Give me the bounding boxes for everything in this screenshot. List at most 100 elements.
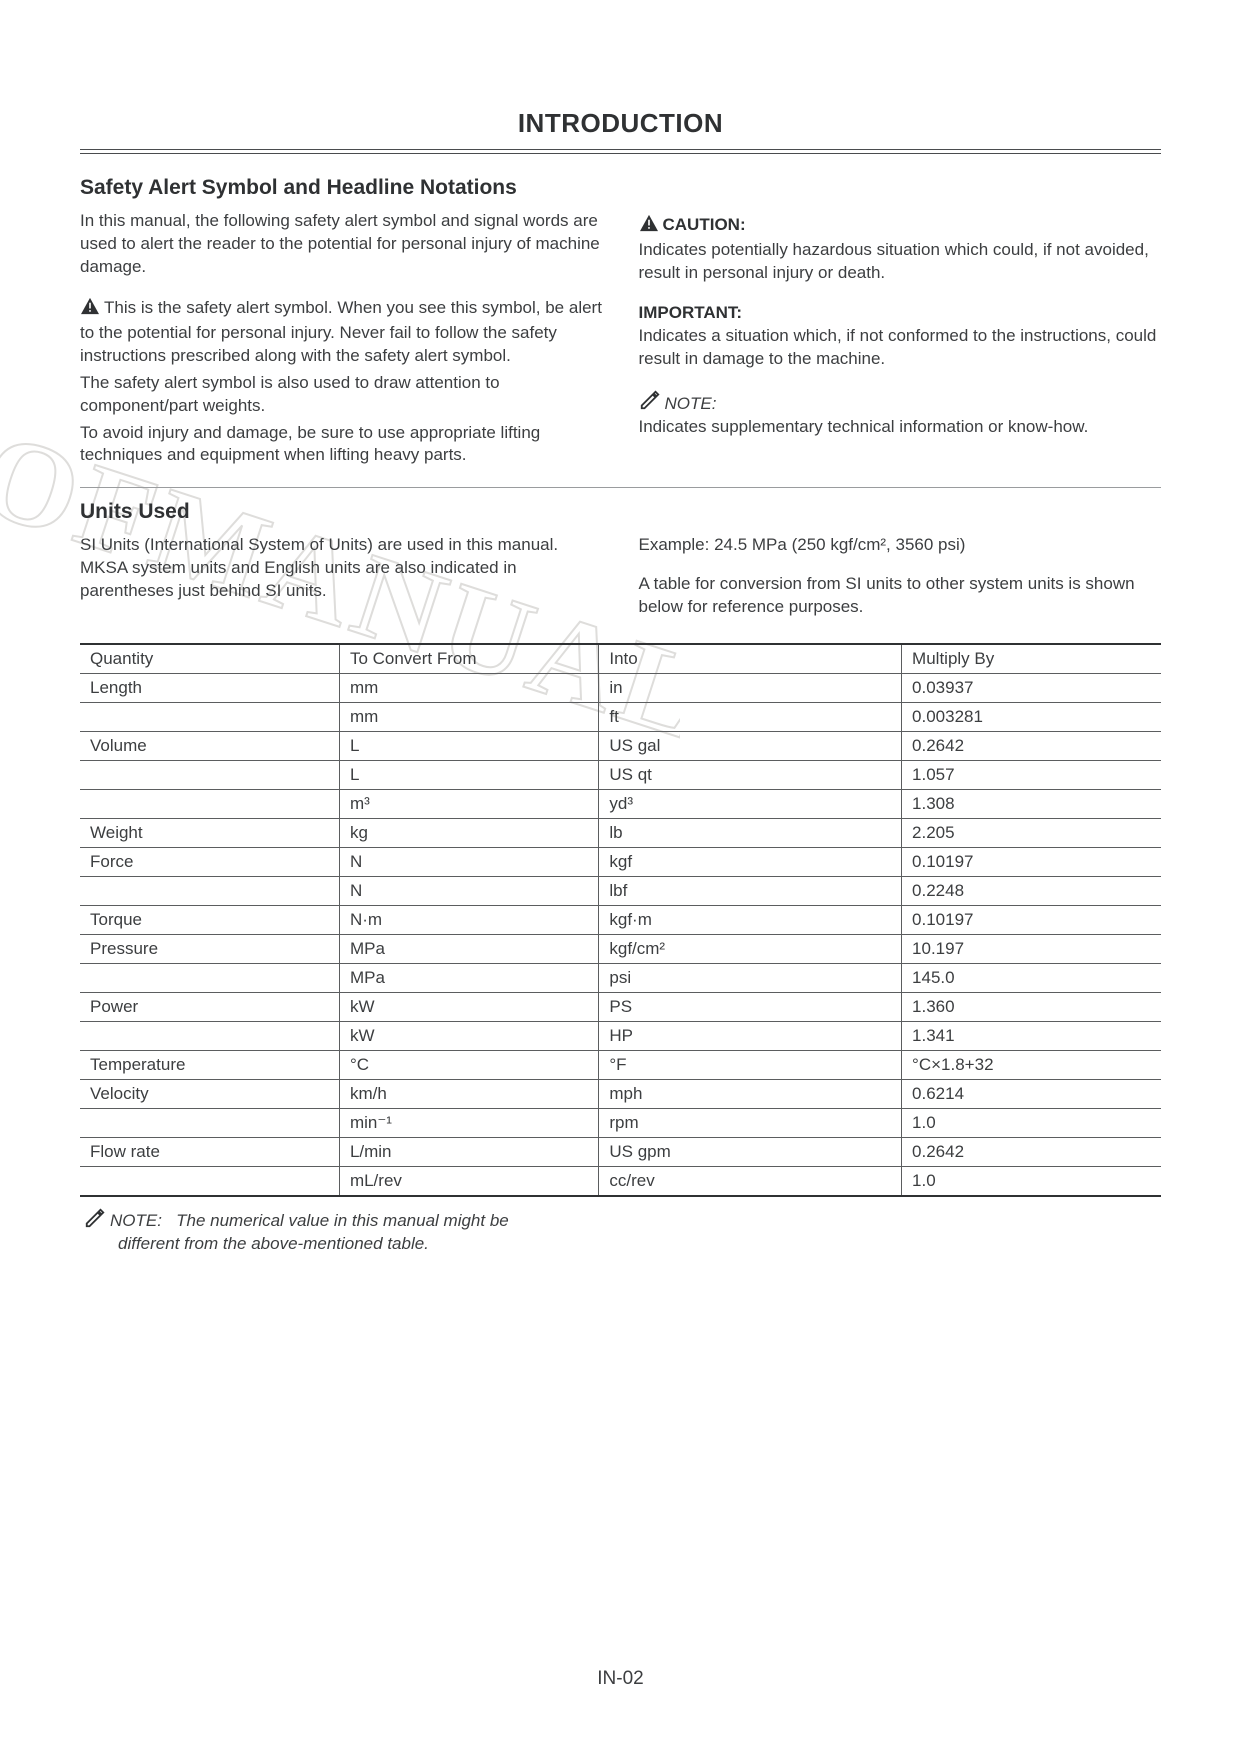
cell-into: US gal bbox=[599, 732, 902, 761]
cell-from: MPa bbox=[339, 964, 598, 993]
cell-from: L/min bbox=[339, 1138, 598, 1167]
cell-multiply: 0.2248 bbox=[902, 877, 1161, 906]
cell-into: rpm bbox=[599, 1109, 902, 1138]
cell-multiply: 1.360 bbox=[902, 993, 1161, 1022]
cell-multiply: 0.003281 bbox=[902, 703, 1161, 732]
title-rule bbox=[80, 149, 1161, 154]
page-number: IN-02 bbox=[0, 1668, 1241, 1690]
cell-into: lbf bbox=[599, 877, 902, 906]
units-right-body: A table for conversion from SI units to … bbox=[639, 573, 1162, 619]
table-row: LUS qt1.057 bbox=[80, 761, 1161, 790]
section-safety-heading: Safety Alert Symbol and Headline Notatio… bbox=[80, 176, 1161, 200]
cell-into: yd³ bbox=[599, 790, 902, 819]
safety-intro: In this manual, the following safety ale… bbox=[80, 210, 603, 279]
cell-multiply: 0.10197 bbox=[902, 848, 1161, 877]
caution-body: Indicates potentially hazardous situatio… bbox=[639, 239, 1162, 285]
page-title: INTRODUCTION bbox=[80, 108, 1161, 149]
cell-multiply: 0.2642 bbox=[902, 732, 1161, 761]
table-row: Flow rateL/minUS gpm0.2642 bbox=[80, 1138, 1161, 1167]
cell-from: mL/rev bbox=[339, 1167, 598, 1197]
th-from: To Convert From bbox=[339, 644, 598, 674]
cell-multiply: 1.308 bbox=[902, 790, 1161, 819]
alert-triangle-icon bbox=[639, 214, 659, 237]
table-row: min⁻¹rpm1.0 bbox=[80, 1109, 1161, 1138]
note-body: Indicates supplementary technical inform… bbox=[639, 416, 1162, 439]
cell-into: PS bbox=[599, 993, 902, 1022]
table-row: TorqueN·mkgf·m0.10197 bbox=[80, 906, 1161, 935]
caution-heading: CAUTION: bbox=[639, 214, 1162, 237]
th-quantity: Quantity bbox=[80, 644, 339, 674]
cell-multiply: 0.10197 bbox=[902, 906, 1161, 935]
cell-into: cc/rev bbox=[599, 1167, 902, 1197]
table-row: MPapsi145.0 bbox=[80, 964, 1161, 993]
cell-quantity bbox=[80, 1167, 339, 1197]
cell-from: kW bbox=[339, 1022, 598, 1051]
safety-symbol-text-b: The safety alert symbol is also used to … bbox=[80, 372, 603, 418]
cell-quantity bbox=[80, 761, 339, 790]
cell-from: L bbox=[339, 732, 598, 761]
footnote-line2: different from the above-mentioned table… bbox=[84, 1234, 1161, 1254]
table-row: PowerkWPS1.360 bbox=[80, 993, 1161, 1022]
pencil-icon bbox=[639, 389, 661, 416]
th-multiply: Multiply By bbox=[902, 644, 1161, 674]
table-row: PressureMPakgf/cm²10.197 bbox=[80, 935, 1161, 964]
important-body: Indicates a situation which, if not conf… bbox=[639, 325, 1162, 371]
cell-from: kg bbox=[339, 819, 598, 848]
cell-into: kgf·m bbox=[599, 906, 902, 935]
safety-right-col: CAUTION: Indicates potentially hazardous… bbox=[639, 210, 1162, 471]
cell-multiply: 0.03937 bbox=[902, 674, 1161, 703]
th-into: Into bbox=[599, 644, 902, 674]
cell-into: US gpm bbox=[599, 1138, 902, 1167]
safety-symbol-text-a: This is the safety alert symbol. When yo… bbox=[80, 298, 602, 365]
cell-into: kgf/cm² bbox=[599, 935, 902, 964]
cell-quantity: Force bbox=[80, 848, 339, 877]
cell-multiply: 1.0 bbox=[902, 1109, 1161, 1138]
cell-into: lb bbox=[599, 819, 902, 848]
important-heading: IMPORTANT: bbox=[639, 303, 1162, 323]
cell-quantity bbox=[80, 703, 339, 732]
cell-from: mm bbox=[339, 703, 598, 732]
cell-into: ft bbox=[599, 703, 902, 732]
cell-from: MPa bbox=[339, 935, 598, 964]
section-units-heading: Units Used bbox=[80, 500, 1161, 524]
table-row: Weightkglb2.205 bbox=[80, 819, 1161, 848]
conversion-table: Quantity To Convert From Into Multiply B… bbox=[80, 643, 1161, 1197]
note-heading: NOTE: bbox=[639, 389, 1162, 416]
section-divider bbox=[80, 487, 1161, 488]
table-footnote: NOTE: The numerical value in this manual… bbox=[80, 1207, 1161, 1254]
note-label: NOTE: bbox=[665, 394, 717, 413]
cell-from: N bbox=[339, 877, 598, 906]
cell-into: mph bbox=[599, 1080, 902, 1109]
footnote-label: NOTE: bbox=[110, 1211, 162, 1230]
table-row: mL/revcc/rev1.0 bbox=[80, 1167, 1161, 1197]
cell-into: psi bbox=[599, 964, 902, 993]
cell-from: N·m bbox=[339, 906, 598, 935]
safety-left-col: In this manual, the following safety ale… bbox=[80, 210, 603, 471]
cell-quantity: Pressure bbox=[80, 935, 339, 964]
cell-quantity: Volume bbox=[80, 732, 339, 761]
cell-multiply: 10.197 bbox=[902, 935, 1161, 964]
cell-quantity: Weight bbox=[80, 819, 339, 848]
cell-quantity bbox=[80, 964, 339, 993]
cell-from: L bbox=[339, 761, 598, 790]
cell-from: °C bbox=[339, 1051, 598, 1080]
table-row: m³yd³1.308 bbox=[80, 790, 1161, 819]
cell-into: °F bbox=[599, 1051, 902, 1080]
alert-triangle-icon bbox=[80, 297, 100, 322]
cell-quantity: Velocity bbox=[80, 1080, 339, 1109]
table-header-row: Quantity To Convert From Into Multiply B… bbox=[80, 644, 1161, 674]
cell-from: N bbox=[339, 848, 598, 877]
safety-symbol-para: This is the safety alert symbol. When yo… bbox=[80, 297, 603, 368]
cell-quantity bbox=[80, 790, 339, 819]
cell-quantity: Flow rate bbox=[80, 1138, 339, 1167]
cell-multiply: 1.341 bbox=[902, 1022, 1161, 1051]
cell-multiply: °C×1.8+32 bbox=[902, 1051, 1161, 1080]
table-row: Temperature°C°F°C×1.8+32 bbox=[80, 1051, 1161, 1080]
table-row: VolumeLUS gal0.2642 bbox=[80, 732, 1161, 761]
units-example: Example: 24.5 MPa (250 kgf/cm², 3560 psi… bbox=[639, 534, 1162, 557]
cell-multiply: 145.0 bbox=[902, 964, 1161, 993]
cell-multiply: 1.0 bbox=[902, 1167, 1161, 1197]
cell-quantity: Temperature bbox=[80, 1051, 339, 1080]
table-row: Velocitykm/hmph0.6214 bbox=[80, 1080, 1161, 1109]
cell-multiply: 2.205 bbox=[902, 819, 1161, 848]
